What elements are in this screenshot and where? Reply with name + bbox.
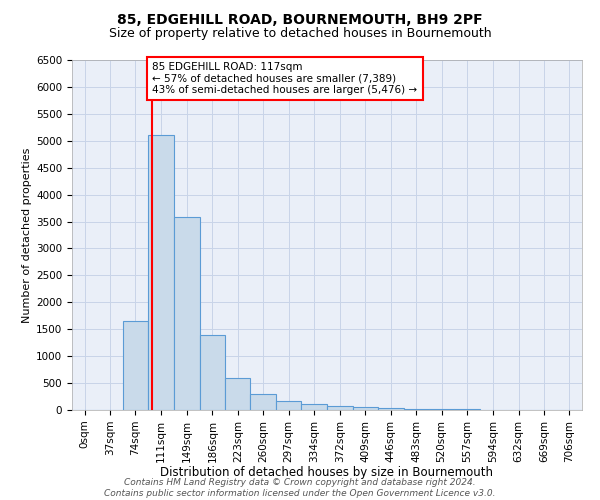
Bar xyxy=(404,409,429,410)
Text: Contains HM Land Registry data © Crown copyright and database right 2024.
Contai: Contains HM Land Registry data © Crown c… xyxy=(104,478,496,498)
Bar xyxy=(174,217,200,410)
Bar xyxy=(328,406,353,410)
Bar xyxy=(353,408,378,410)
Y-axis label: Number of detached properties: Number of detached properties xyxy=(22,148,32,322)
Bar xyxy=(378,408,404,410)
Bar xyxy=(301,404,328,410)
Text: 85, EDGEHILL ROAD, BOURNEMOUTH, BH9 2PF: 85, EDGEHILL ROAD, BOURNEMOUTH, BH9 2PF xyxy=(117,12,483,26)
Text: 85 EDGEHILL ROAD: 117sqm
← 57% of detached houses are smaller (7,389)
43% of sem: 85 EDGEHILL ROAD: 117sqm ← 57% of detach… xyxy=(152,62,418,95)
Bar xyxy=(123,321,148,410)
X-axis label: Distribution of detached houses by size in Bournemouth: Distribution of detached houses by size … xyxy=(161,466,493,479)
Bar xyxy=(276,400,301,410)
Bar xyxy=(200,334,225,410)
Bar xyxy=(225,378,250,410)
Bar xyxy=(429,409,454,410)
Text: Size of property relative to detached houses in Bournemouth: Size of property relative to detached ho… xyxy=(109,28,491,40)
Bar xyxy=(250,394,276,410)
Bar xyxy=(148,136,174,410)
